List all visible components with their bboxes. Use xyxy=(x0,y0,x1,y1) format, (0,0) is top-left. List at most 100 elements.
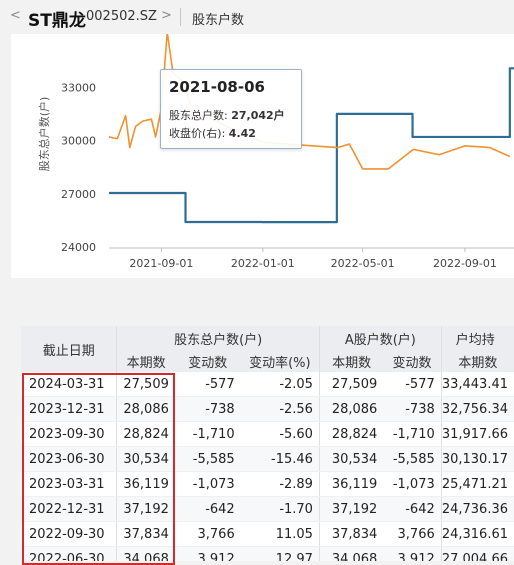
cell-change: -738 xyxy=(174,396,241,422)
highlight-box xyxy=(22,373,175,565)
cell-date: 2022-09-30 xyxy=(21,521,117,547)
cell-a-change: 3,912 xyxy=(383,546,442,561)
cell-change: -1,073 xyxy=(174,471,241,497)
y-tick-label: 27000 xyxy=(61,188,96,201)
cell-change-rate: -2.56 xyxy=(240,396,320,422)
cell-a-total: 28,824 xyxy=(318,421,384,447)
col-date-header[interactable]: 截止日期 xyxy=(21,326,117,372)
cell-avg: 27,004.66 xyxy=(440,546,514,561)
chart-tooltip: 2021-08-06 股东总户数: 27,042户 收盘价(右): 4.42 xyxy=(160,69,302,149)
cell-date: 2024-03-31 xyxy=(21,372,117,397)
cell-avg: 24,316.61 xyxy=(440,521,514,547)
cell-change-rate: -2.89 xyxy=(240,471,320,497)
table-row[interactable]: 2023-12-31 28,086 -738 -2.56 28,086 -738 32,75… xyxy=(21,396,514,422)
cell-total: 28,086 xyxy=(116,396,175,422)
cell-change: 3,766 xyxy=(174,521,241,547)
cell-avg: 31,917.66 xyxy=(440,421,514,447)
cell-a-total: 28,086 xyxy=(318,396,384,422)
cell-total: 36,119 xyxy=(116,471,175,497)
x-tick-label: 2022-05-01 xyxy=(331,257,395,270)
cell-date: 2023-06-30 xyxy=(21,446,117,472)
cell-change-rate: -5.60 xyxy=(240,421,320,447)
cell-change: -1,710 xyxy=(174,421,241,447)
group-avg-header: 户均持 xyxy=(440,326,514,350)
cell-change: -5,585 xyxy=(174,446,241,472)
y-tick-label: 24000 xyxy=(61,241,96,254)
cell-a-total: 36,119 xyxy=(318,471,384,497)
col-a-change-header[interactable]: 变动数 xyxy=(383,350,442,372)
table-row[interactable]: 2023-06-30 30,534 -5,585 -15.46 30,534 -5,585… xyxy=(21,446,514,472)
cell-a-total: 30,534 xyxy=(318,446,384,472)
x-tick-label: 2022-09-01 xyxy=(433,257,497,270)
cell-avg: 25,471.21 xyxy=(440,471,514,497)
cell-date: 2023-03-31 xyxy=(21,471,117,497)
forward-chevron-icon[interactable]: > xyxy=(161,8,172,23)
tooltip-holders-label: 股东总户数: xyxy=(169,109,228,122)
cell-change: -642 xyxy=(174,496,241,522)
cell-total: 30,534 xyxy=(116,446,175,472)
cell-change: -577 xyxy=(174,372,241,397)
holders-table: 截止日期 股东总户数(户) A股户数(户) 户均持 本期数 变动数 变动率(%)… xyxy=(21,326,514,561)
cell-a-total: 34,068 xyxy=(318,546,384,561)
cell-date: 2022-06-30 xyxy=(21,546,117,561)
cell-change-rate: 11.05 xyxy=(240,521,320,547)
section-title: 股东户数 xyxy=(192,13,245,28)
col-change-header[interactable]: 变动数 xyxy=(174,350,241,372)
tooltip-holders-value: 27,042户 xyxy=(231,109,285,122)
cell-total: 34,068 xyxy=(116,546,175,561)
cell-a-change: 3,766 xyxy=(383,521,442,547)
tooltip-holders-row: 股东总户数: 27,042户 xyxy=(169,107,285,123)
cell-date: 2023-12-31 xyxy=(21,396,117,422)
cell-a-total: 27,509 xyxy=(318,372,384,397)
group-a-header: A股户数(户) xyxy=(318,326,442,350)
cell-total: 37,192 xyxy=(116,496,175,522)
holders-series-line xyxy=(109,67,514,224)
table-row[interactable]: 2022-06-30 34,068 3,912 12.97 34,068 3,912 27,… xyxy=(21,546,514,561)
group-total-header: 股东总户数(户) xyxy=(116,326,320,350)
table-row[interactable]: 2022-12-31 37,192 -642 -1.70 37,192 -642 24,73… xyxy=(21,496,514,522)
cell-change-rate: -15.46 xyxy=(240,446,320,472)
table-row[interactable]: 2024-03-31 27,509 -577 -2.05 27,509 -577 33,44… xyxy=(21,372,514,397)
table-body: 2024-03-31 27,509 -577 -2.05 27,509 -577 33,44… xyxy=(21,372,514,561)
stock-name: ST鼎龙 xyxy=(28,11,86,31)
tooltip-date: 2021-08-06 xyxy=(169,78,265,96)
cell-a-total: 37,834 xyxy=(318,521,384,547)
cell-avg: 33,443.41 xyxy=(440,372,514,397)
cell-total: 37,834 xyxy=(116,521,175,547)
table-row[interactable]: 2023-09-30 28,824 -1,710 -5.60 28,824 -1,710 3… xyxy=(21,421,514,447)
cell-avg: 24,736.36 xyxy=(440,496,514,522)
cell-a-total: 37,192 xyxy=(318,496,384,522)
tooltip-price-value: 4.42 xyxy=(228,127,256,140)
cell-avg: 32,756.34 xyxy=(440,396,514,422)
header-bar: < ST鼎龙 002502.SZ > 股东户数 xyxy=(0,0,514,34)
cell-total: 27,509 xyxy=(116,372,175,397)
cell-total: 28,824 xyxy=(116,421,175,447)
table-row[interactable]: 2023-03-31 36,119 -1,073 -2.89 36,119 -1,073 2… xyxy=(21,471,514,497)
y-axis-title: 股东总户数(户) xyxy=(37,97,51,172)
cell-a-change: -738 xyxy=(383,396,442,422)
tooltip-price-row: 收盘价(右): 4.42 xyxy=(169,125,256,141)
cell-a-change: -1,073 xyxy=(383,471,442,497)
col-avg-current-header[interactable]: 本期数 xyxy=(440,350,514,372)
col-current-header[interactable]: 本期数 xyxy=(116,350,175,372)
cell-date: 2022-12-31 xyxy=(21,496,117,522)
y-tick-label: 33000 xyxy=(61,81,96,94)
cell-a-change: -577 xyxy=(383,372,442,397)
col-change-rate-header[interactable]: 变动率(%) xyxy=(240,350,320,372)
stock-code: 002502.SZ xyxy=(86,9,157,24)
cell-a-change: -642 xyxy=(383,496,442,522)
cell-a-change: -5,585 xyxy=(383,446,442,472)
table-row[interactable]: 2022-09-30 37,834 3,766 11.05 37,834 3,766 24,… xyxy=(21,521,514,547)
x-tick-label: 2022-01-01 xyxy=(231,257,295,270)
tooltip-price-label: 收盘价(右): xyxy=(169,127,226,140)
cell-change: 3,912 xyxy=(174,546,241,561)
cell-avg: 30,130.17 xyxy=(440,446,514,472)
cell-change-rate: -1.70 xyxy=(240,496,320,522)
back-chevron-icon[interactable]: < xyxy=(10,8,21,23)
holders-table-container[interactable]: 截止日期 股东总户数(户) A股户数(户) 户均持 本期数 变动数 变动率(%)… xyxy=(21,326,514,561)
cell-change-rate: 12.97 xyxy=(240,546,320,561)
header-divider xyxy=(180,8,181,26)
cell-change-rate: -2.05 xyxy=(240,372,320,397)
col-a-current-header[interactable]: 本期数 xyxy=(318,350,384,372)
cell-date: 2023-09-30 xyxy=(21,421,117,447)
